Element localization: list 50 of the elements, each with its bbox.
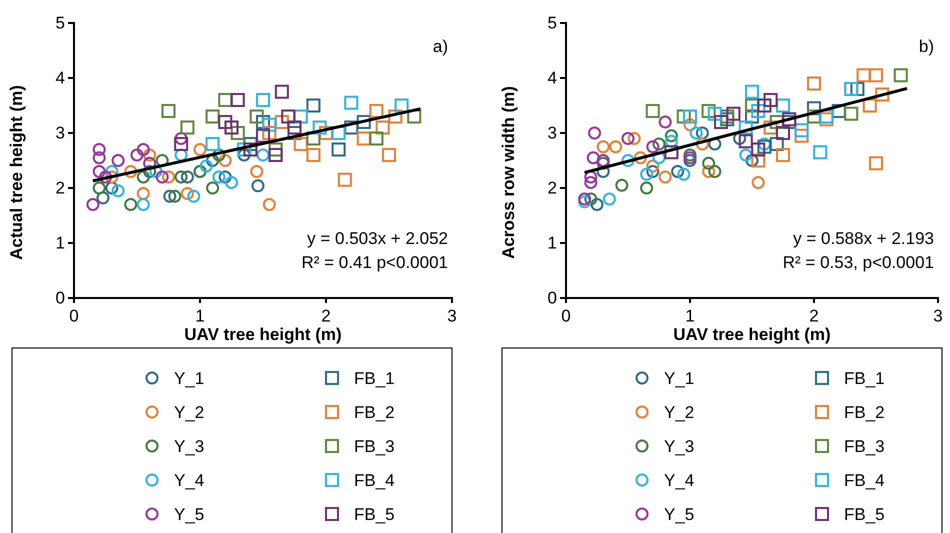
- legend-label: Y_5: [174, 505, 204, 524]
- annotation: y = 0.588x + 2.193: [793, 229, 934, 248]
- annotation: R² = 0.53, p<0.0001: [782, 253, 934, 272]
- legend-label: Y_2: [664, 403, 694, 422]
- annotation: y = 0.503x + 2.052: [307, 229, 448, 248]
- y-tick-label: 4: [548, 68, 557, 88]
- legend-label: FB_3: [354, 437, 395, 456]
- annotation: b): [918, 37, 934, 56]
- x-axis-title: UAV tree height (m): [673, 325, 831, 344]
- legend-label: FB_1: [354, 369, 395, 388]
- y-tick-label: 0: [548, 288, 557, 308]
- y-tick-label: 3: [548, 123, 557, 142]
- legend-label: Y_1: [664, 369, 694, 388]
- y-tick-label: 5: [56, 13, 65, 32]
- annotation: R² = 0.41 p<0.0001: [301, 253, 448, 272]
- legend-label: FB_5: [354, 505, 395, 524]
- y-tick-label: 1: [548, 233, 557, 252]
- x-axis-title: UAV tree height (m): [184, 325, 342, 344]
- x-tick-label: 1: [195, 306, 205, 326]
- x-tick-label: 0: [69, 306, 79, 326]
- legend-label: Y_3: [174, 437, 204, 456]
- legend-label: FB_2: [354, 403, 395, 422]
- legend-label: FB_1: [844, 369, 885, 388]
- legend-label: Y_3: [664, 437, 694, 456]
- y-tick-label: 5: [548, 13, 557, 32]
- y-axis-title: Actual tree height (m): [7, 85, 26, 260]
- legend-label: Y_1: [174, 369, 204, 388]
- y-axis-title: Across row width (m): [499, 86, 518, 259]
- y-tick-label: 3: [56, 123, 65, 142]
- y-tick-label: 2: [548, 178, 557, 198]
- legend-label: FB_4: [354, 471, 395, 490]
- x-tick-label: 3: [447, 306, 457, 326]
- x-tick-label: 2: [321, 306, 331, 326]
- legend-label: Y_4: [174, 471, 204, 490]
- x-tick-label: 1: [685, 306, 695, 326]
- y-tick-label: 2: [56, 178, 65, 198]
- y-tick-label: 4: [56, 68, 65, 88]
- legend-label: FB_4: [844, 471, 885, 490]
- legend-label: FB_3: [844, 437, 885, 456]
- y-tick-label: 1: [56, 233, 65, 252]
- legend-label: Y_5: [664, 505, 694, 524]
- legend-label: FB_2: [844, 403, 885, 422]
- annotation: a): [432, 37, 448, 56]
- legend-label: Y_4: [664, 471, 694, 490]
- x-tick-label: 2: [809, 306, 819, 326]
- x-tick-label: 0: [561, 306, 571, 326]
- x-tick-label: 3: [933, 306, 943, 326]
- legend-label: Y_2: [174, 403, 204, 422]
- y-tick-label: 0: [56, 288, 65, 308]
- legend-label: FB_5: [844, 505, 885, 524]
